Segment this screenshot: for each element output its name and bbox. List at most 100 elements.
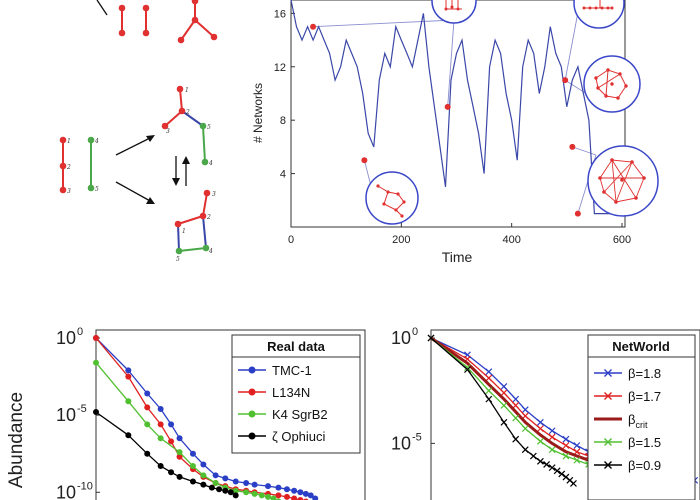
snapshot-bubble-1 — [431, 0, 477, 24]
data-point — [283, 493, 290, 500]
legend-item: L134N — [238, 385, 310, 400]
snapshot-bubble-4 — [587, 145, 659, 217]
data-point — [208, 484, 215, 491]
y-tick-exponent: -5 — [77, 403, 87, 415]
data-point — [200, 472, 207, 479]
legend-label: ζ Ophiuci — [272, 429, 326, 444]
data-point — [157, 405, 164, 412]
data-point — [243, 489, 250, 496]
data-point — [553, 467, 561, 475]
data-point — [232, 492, 239, 499]
legend-swatch-marker — [604, 369, 612, 377]
data-point — [548, 464, 556, 472]
data-point — [543, 461, 551, 468]
data-point — [573, 442, 581, 449]
data-point — [521, 446, 529, 454]
data-point — [485, 374, 493, 382]
series-1 — [93, 335, 319, 500]
data-point — [548, 446, 556, 454]
legend-item: β=0.9 — [594, 458, 661, 473]
networld-legend-title: NetWorld — [612, 339, 670, 354]
node-label: 2 — [185, 109, 190, 116]
x-tick-label: 0 — [288, 234, 294, 246]
y-tick-label: 8 — [280, 115, 286, 127]
legend-swatch-marker — [248, 366, 256, 374]
data-point — [189, 478, 196, 485]
data-point — [529, 452, 537, 460]
data-point — [200, 461, 207, 468]
snapshot-connector — [564, 11, 579, 81]
y-tick-exponent: -5 — [412, 431, 422, 443]
x-tick-label: 400 — [502, 234, 520, 246]
data-point — [144, 404, 151, 411]
data-point — [485, 368, 493, 376]
data-point — [500, 383, 508, 390]
timeseries-xlabel: Time — [442, 249, 473, 265]
node-label: 3 — [166, 128, 170, 135]
data-point — [125, 398, 132, 405]
diagram-arrow-stub — [96, 0, 108, 16]
node-label: 5 — [95, 186, 99, 193]
y-tick-exponent: -10 — [77, 480, 93, 492]
data-point — [125, 367, 132, 374]
highlight-point — [361, 157, 368, 164]
data-point — [212, 480, 219, 487]
data-point — [500, 418, 508, 426]
data-point — [500, 389, 508, 397]
legend-swatch-marker — [604, 392, 612, 400]
node-label: 2 — [206, 214, 211, 221]
data-point — [312, 495, 319, 500]
data-point — [573, 456, 581, 464]
data-point — [275, 484, 282, 491]
highlight-point — [562, 77, 569, 84]
legend-item: β=1.5 — [594, 435, 661, 450]
data-point — [144, 390, 151, 397]
data-point — [485, 387, 493, 395]
series-line — [430, 337, 574, 484]
data-point — [536, 457, 544, 465]
data-point — [302, 490, 309, 497]
node-label: 1 — [182, 228, 186, 235]
data-point — [157, 435, 164, 442]
data-point — [283, 486, 290, 493]
data-point — [144, 421, 151, 428]
data-point — [265, 483, 272, 490]
data-point — [227, 489, 234, 496]
data-point — [125, 373, 132, 380]
data-point — [222, 487, 229, 494]
data-point — [216, 486, 223, 493]
legend-swatch-marker — [248, 410, 256, 418]
highlight-point — [574, 210, 581, 217]
data-point — [521, 425, 529, 433]
y-tick-exponent: 0 — [412, 326, 418, 338]
data-point — [512, 414, 520, 422]
data-point — [562, 435, 570, 443]
data-point — [189, 450, 196, 457]
data-point — [512, 435, 520, 443]
data-point — [189, 463, 196, 470]
data-point — [157, 463, 164, 470]
snapshot-bubble-5 — [365, 171, 419, 225]
y-tick-label: 16 — [274, 8, 286, 20]
legend-label: L134N — [272, 385, 310, 400]
dimer-network-1 — [118, 4, 126, 37]
legend-label-subscript: crit — [635, 420, 647, 430]
series-line — [95, 362, 278, 500]
data-point — [291, 487, 298, 494]
snapshot-connector — [313, 19, 455, 28]
node-label: 3 — [212, 191, 216, 198]
y-tick-exponent: 0 — [77, 326, 83, 338]
data-point — [176, 449, 183, 456]
data-point — [427, 334, 435, 342]
legend-item: TMC-1 — [238, 363, 312, 378]
product-network-2: 3 2 1 5 4 — [174, 189, 216, 263]
node-label: 3 — [67, 188, 71, 195]
data-point — [297, 497, 304, 500]
data-point — [125, 432, 132, 439]
networld-axes-frame — [430, 329, 700, 500]
data-point — [93, 359, 99, 366]
x-tick-label: 200 — [392, 234, 410, 246]
data-point — [176, 473, 183, 480]
